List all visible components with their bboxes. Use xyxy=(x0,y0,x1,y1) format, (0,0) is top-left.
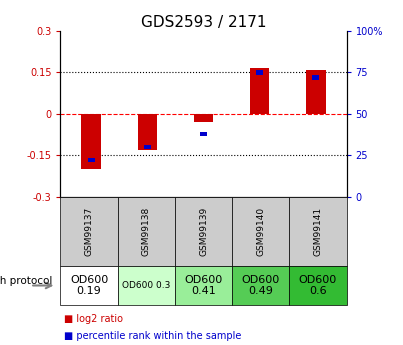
Bar xyxy=(200,131,207,136)
Text: OD600 0.3: OD600 0.3 xyxy=(122,281,170,290)
Bar xyxy=(81,114,101,169)
Text: OD600
0.49: OD600 0.49 xyxy=(242,275,280,296)
Text: ■ percentile rank within the sample: ■ percentile rank within the sample xyxy=(64,332,242,341)
Text: ■ log2 ratio: ■ log2 ratio xyxy=(64,314,123,324)
Text: GSM99137: GSM99137 xyxy=(85,207,93,256)
Title: GDS2593 / 2171: GDS2593 / 2171 xyxy=(141,15,266,30)
Text: OD600
0.41: OD600 0.41 xyxy=(185,275,222,296)
Text: OD600
0.6: OD600 0.6 xyxy=(299,275,337,296)
Bar xyxy=(312,75,319,80)
Text: GSM99141: GSM99141 xyxy=(314,207,322,256)
Text: GSM99138: GSM99138 xyxy=(142,207,151,256)
Bar xyxy=(137,114,157,150)
Bar xyxy=(144,145,151,149)
Bar xyxy=(306,70,326,114)
Bar xyxy=(194,114,213,122)
Text: OD600
0.19: OD600 0.19 xyxy=(70,275,108,296)
Bar xyxy=(250,68,270,114)
Text: growth protocol: growth protocol xyxy=(0,276,52,286)
Bar xyxy=(88,158,95,162)
Text: GSM99140: GSM99140 xyxy=(256,207,265,256)
Text: GSM99139: GSM99139 xyxy=(199,207,208,256)
Bar xyxy=(256,70,263,75)
